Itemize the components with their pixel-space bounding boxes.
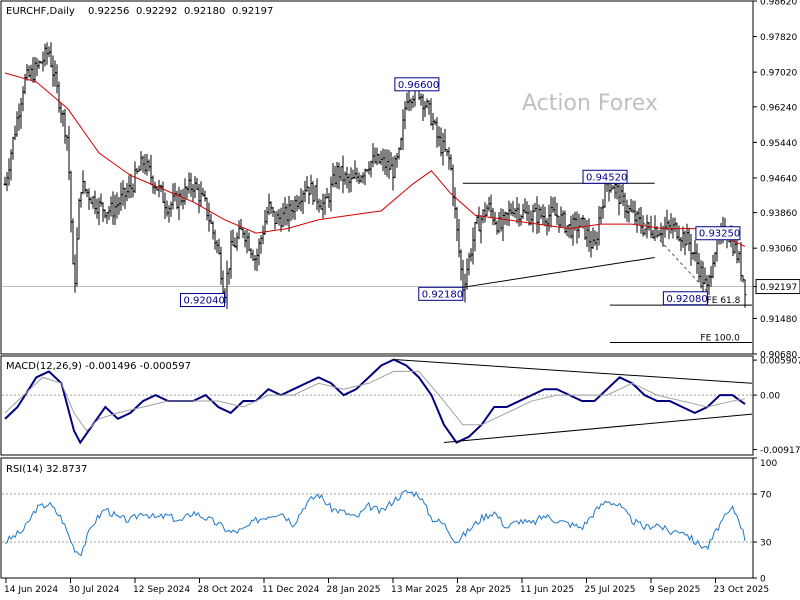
rsi-tick-label: 30 <box>760 539 772 549</box>
projection-line <box>606 182 708 293</box>
ohlc-open: 0.92256 <box>88 6 129 17</box>
time-tick-label: 13 Mar 2025 <box>391 585 448 595</box>
fe-level-label: FE 100.0 <box>700 333 740 343</box>
time-tick-label: 23 Oct 2025 <box>714 585 770 595</box>
watermark: Action Forex <box>522 91 658 116</box>
symbol-label: EURCHF,Daily <box>6 6 75 17</box>
rsi-line <box>4 489 746 557</box>
price-tick-label: 0.94640 <box>760 174 797 184</box>
macd-series-main <box>4 358 746 445</box>
time-tick-label: 9 Sep 2025 <box>649 585 700 595</box>
macd-tick-label: 0.00 <box>760 392 780 402</box>
macd-panel <box>0 355 754 456</box>
time-tick-label: 28 Jan 2025 <box>327 585 381 595</box>
price-label-box <box>695 226 741 241</box>
price-label: 0.94520 <box>586 172 627 183</box>
price-tick-label: 0.91480 <box>760 315 797 325</box>
price-tick-label: 0.95440 <box>760 139 797 149</box>
price-label-box <box>179 293 225 308</box>
price-tick-label: 0.93060 <box>760 245 797 255</box>
price-label: 0.96600 <box>398 80 439 91</box>
rsi-tick-label: 70 <box>760 491 772 501</box>
price-tick-label: 0.96240 <box>760 103 797 113</box>
price-label: 0.92180 <box>422 289 463 300</box>
price-tick-label: 0.90680 <box>760 351 797 361</box>
price-label: 0.93250 <box>699 229 740 240</box>
time-tick-label: 12 Sep 2024 <box>133 585 190 595</box>
time-tick-label: 14 Jun 2024 <box>4 585 58 595</box>
price-tick-label: 0.97820 <box>760 33 797 43</box>
macd-header: MACD(12,26,9) -0.001496 -0.000597 <box>6 361 191 372</box>
rsi-header: RSI(14) 32.8737 <box>6 464 87 475</box>
price-label-box <box>418 286 464 301</box>
ohlc-close: 0.92197 <box>232 6 273 17</box>
time-tick-label: 25 Jul 2025 <box>585 585 636 595</box>
rsi-panel <box>0 457 754 579</box>
ohlc-low: 0.92180 <box>184 6 225 17</box>
macd-series-signal <box>4 370 746 432</box>
macd-tick-label: 0.005907 <box>760 357 800 367</box>
price-label: 0.92080 <box>666 294 707 305</box>
time-tick-label: 11 Dec 2024 <box>262 585 320 595</box>
price-label-box <box>394 77 440 92</box>
rsi-tick-label: 100 <box>760 459 777 469</box>
price-tick-label: 0.98620 <box>760 0 797 8</box>
time-tick-label: 28 Oct 2024 <box>198 585 254 595</box>
price-tick-label: 0.93860 <box>760 209 797 219</box>
price-tick-label: 0.92197 <box>760 283 797 293</box>
time-tick-label: 28 Apr 2025 <box>456 585 512 595</box>
price-panel <box>0 0 754 355</box>
macd-trendline <box>393 359 753 384</box>
ohlc-high: 0.92292 <box>136 6 177 17</box>
time-tick-label: 30 Jul 2024 <box>69 585 120 595</box>
moving-average-line <box>4 72 746 247</box>
price-label-box <box>662 291 708 306</box>
price-label: 0.92040 <box>183 296 224 307</box>
fe-level-label: FE 61.8 <box>707 296 741 306</box>
price-tick-label: 0.97020 <box>760 69 797 79</box>
price-trendline <box>462 257 655 288</box>
time-tick-label: 11 Jun 2025 <box>520 585 574 595</box>
macd-trendline <box>443 413 753 444</box>
macd-tick-label: -0.009175 <box>760 446 800 456</box>
price-label-box <box>582 169 628 184</box>
rsi-tick-label: 0 <box>760 575 766 585</box>
